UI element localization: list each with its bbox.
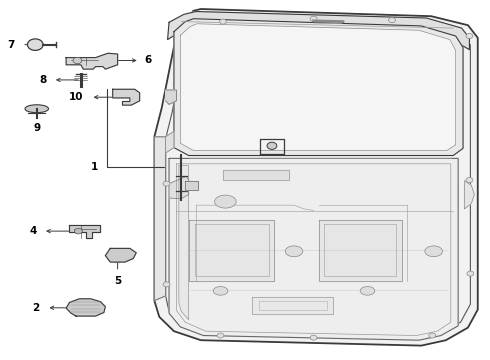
Polygon shape [223, 170, 289, 180]
Circle shape [220, 19, 226, 24]
Circle shape [217, 333, 224, 338]
Circle shape [73, 57, 82, 64]
Circle shape [74, 228, 82, 234]
Circle shape [467, 271, 474, 276]
Polygon shape [174, 19, 463, 156]
Polygon shape [318, 220, 402, 281]
Polygon shape [179, 166, 189, 320]
Polygon shape [66, 53, 118, 69]
Polygon shape [69, 225, 100, 238]
Polygon shape [113, 89, 140, 105]
Ellipse shape [425, 246, 442, 257]
Polygon shape [180, 24, 456, 150]
Polygon shape [154, 137, 166, 301]
Text: 4: 4 [29, 226, 37, 236]
Text: 7: 7 [7, 40, 15, 50]
Polygon shape [185, 181, 198, 190]
Text: 6: 6 [145, 55, 152, 66]
Ellipse shape [285, 246, 303, 257]
Circle shape [267, 142, 277, 149]
Ellipse shape [213, 287, 228, 295]
Ellipse shape [215, 195, 236, 208]
Circle shape [310, 335, 317, 340]
Text: 9: 9 [33, 123, 40, 133]
Circle shape [310, 16, 317, 21]
Polygon shape [169, 158, 458, 340]
Circle shape [163, 181, 170, 186]
Circle shape [389, 18, 395, 23]
Polygon shape [166, 90, 176, 104]
Polygon shape [189, 220, 274, 281]
Text: 3: 3 [269, 111, 275, 121]
Polygon shape [168, 12, 469, 50]
Polygon shape [465, 181, 474, 209]
Circle shape [27, 39, 43, 50]
Polygon shape [166, 131, 174, 153]
Circle shape [466, 33, 473, 39]
Circle shape [429, 333, 436, 338]
Polygon shape [169, 176, 189, 199]
Polygon shape [252, 297, 333, 314]
Ellipse shape [25, 105, 49, 113]
Polygon shape [154, 9, 478, 346]
Ellipse shape [360, 287, 375, 295]
Polygon shape [105, 248, 136, 262]
Text: 10: 10 [69, 92, 83, 102]
Text: 1: 1 [91, 162, 98, 172]
Circle shape [163, 282, 170, 287]
Circle shape [466, 177, 473, 183]
Text: 8: 8 [39, 75, 47, 85]
Polygon shape [66, 299, 105, 316]
Text: 2: 2 [32, 303, 39, 313]
Text: 5: 5 [114, 276, 121, 287]
